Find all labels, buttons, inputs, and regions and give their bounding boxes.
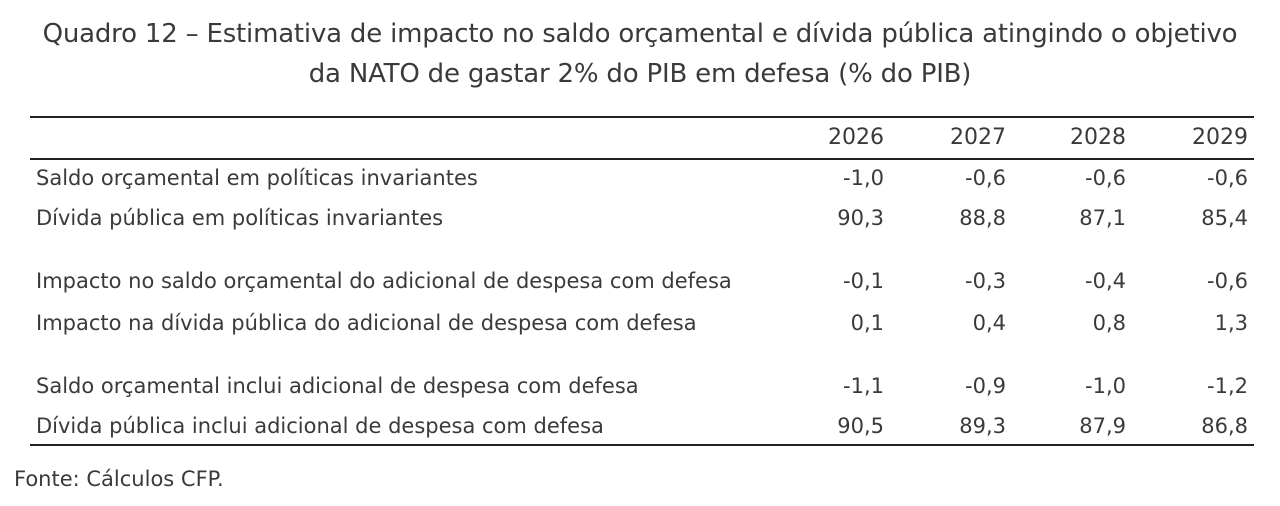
table-row: Saldo orçamental inclui adicional de des… [30, 368, 1254, 404]
row-value-2026: 0,1 [850, 311, 884, 335]
row-label: Saldo orçamental em políticas invariante… [36, 166, 478, 190]
row-value-2029: -1,2 [1207, 374, 1248, 398]
row-value-2028: -1,0 [1085, 374, 1126, 398]
table-header-rule [30, 158, 1254, 160]
title-line-2: da NATO de gastar 2% do PIB em defesa (%… [308, 59, 972, 89]
row-value-2028: -0,6 [1085, 166, 1126, 190]
table-top-rule [30, 116, 1254, 118]
title-line-1: Quadro 12 – Estimativa de impacto no sal… [42, 19, 1238, 49]
row-label: Impacto na dívida pública do adicional d… [36, 311, 697, 335]
row-label: Impacto no saldo orçamental do adicional… [36, 269, 732, 293]
row-value-2028: 0,8 [1092, 311, 1126, 335]
row-value-2027: -0,6 [965, 166, 1006, 190]
row-value-2029: 1,3 [1214, 311, 1248, 335]
table-row: Dívida pública em políticas invariantes … [30, 200, 1254, 236]
row-value-2029: 85,4 [1201, 206, 1248, 230]
row-value-2028: -0,4 [1085, 269, 1126, 293]
table-row: Dívida pública inclui adicional de despe… [30, 408, 1254, 444]
source-note: Fonte: Cálculos CFP. [14, 467, 224, 491]
row-value-2029: -0,6 [1207, 269, 1248, 293]
year-header-2027: 2027 [950, 125, 1006, 150]
table-header-row: 2026 2027 2028 2029 [30, 120, 1254, 156]
table-bottom-rule [30, 444, 1254, 446]
row-value-2029: 86,8 [1201, 414, 1248, 438]
row-value-2026: -1,1 [843, 374, 884, 398]
table-row: Impacto no saldo orçamental do adicional… [30, 263, 1254, 299]
row-label: Dívida pública em políticas invariantes [36, 206, 444, 230]
row-value-2029: -0,6 [1207, 166, 1248, 190]
row-value-2026: -1,0 [843, 166, 884, 190]
year-header-2029: 2029 [1192, 125, 1248, 150]
row-value-2028: 87,9 [1079, 414, 1126, 438]
row-value-2027: 89,3 [959, 414, 1006, 438]
table-row: Saldo orçamental em políticas invariante… [30, 160, 1254, 196]
row-value-2027: -0,3 [965, 269, 1006, 293]
row-value-2027: -0,9 [965, 374, 1006, 398]
row-value-2026: -0,1 [843, 269, 884, 293]
row-value-2026: 90,3 [837, 206, 884, 230]
table-row: Impacto na dívida pública do adicional d… [30, 305, 1254, 341]
row-value-2027: 0,4 [972, 311, 1006, 335]
row-label: Dívida pública inclui adicional de despe… [36, 414, 604, 438]
year-header-2026: 2026 [828, 125, 884, 150]
row-value-2028: 87,1 [1079, 206, 1126, 230]
row-label: Saldo orçamental inclui adicional de des… [36, 374, 639, 398]
row-value-2026: 90,5 [837, 414, 884, 438]
year-header-2028: 2028 [1070, 125, 1126, 150]
table-title: Quadro 12 – Estimativa de impacto no sal… [0, 14, 1280, 94]
row-value-2027: 88,8 [959, 206, 1006, 230]
